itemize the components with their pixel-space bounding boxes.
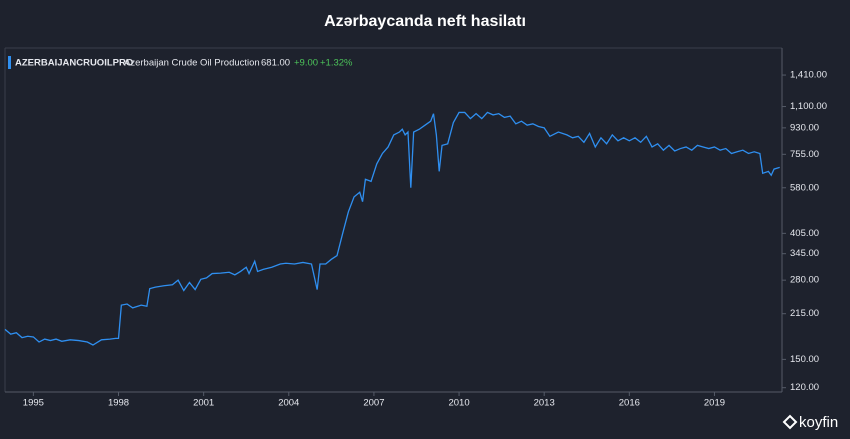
y-tick-label: 405.00 xyxy=(790,228,819,239)
y-tick-label: 1,100.00 xyxy=(790,101,827,112)
change: +9.00 xyxy=(294,58,318,69)
chart-title: Azərbaycanda neft hasilatı xyxy=(324,13,526,30)
legend-entry: Azerbaijan Crude Oil Production xyxy=(124,58,260,69)
y-tick-label: 150.00 xyxy=(790,354,819,365)
x-tick-label: 1995 xyxy=(23,398,44,409)
y-tick-label: 1,410.00 xyxy=(790,70,827,81)
y-tick-label: 215.00 xyxy=(790,308,819,319)
x-tick-label: 1998 xyxy=(108,398,129,409)
x-tick-label: 2019 xyxy=(704,398,725,409)
x-tick-label: 2013 xyxy=(534,398,555,409)
y-tick-label: 755.00 xyxy=(790,149,819,160)
brand: koyfin xyxy=(799,414,838,431)
logo: koyfin xyxy=(782,414,838,431)
last-value: 681.00 xyxy=(261,58,290,69)
y-tick-label: 345.00 xyxy=(790,248,819,259)
logo-icon xyxy=(782,414,798,430)
x-tick-label: 2007 xyxy=(363,398,384,409)
x-tick-label: 2016 xyxy=(619,398,640,409)
change-pct: +1.32% xyxy=(320,58,353,69)
y-tick-label: 280.00 xyxy=(790,275,819,286)
legend-swatch xyxy=(8,56,11,69)
y-tick-label: 120.00 xyxy=(790,382,819,393)
symbol: AZERBAIJANCRUOILPRO xyxy=(15,58,133,69)
x-tick-label: 2004 xyxy=(278,398,299,409)
x-tick-label: 2010 xyxy=(448,398,469,409)
y-tick-label: 930.00 xyxy=(790,122,819,133)
data-line xyxy=(4,111,780,346)
x-tick-label: 2001 xyxy=(193,398,214,409)
y-tick-label: 580.00 xyxy=(790,182,819,193)
